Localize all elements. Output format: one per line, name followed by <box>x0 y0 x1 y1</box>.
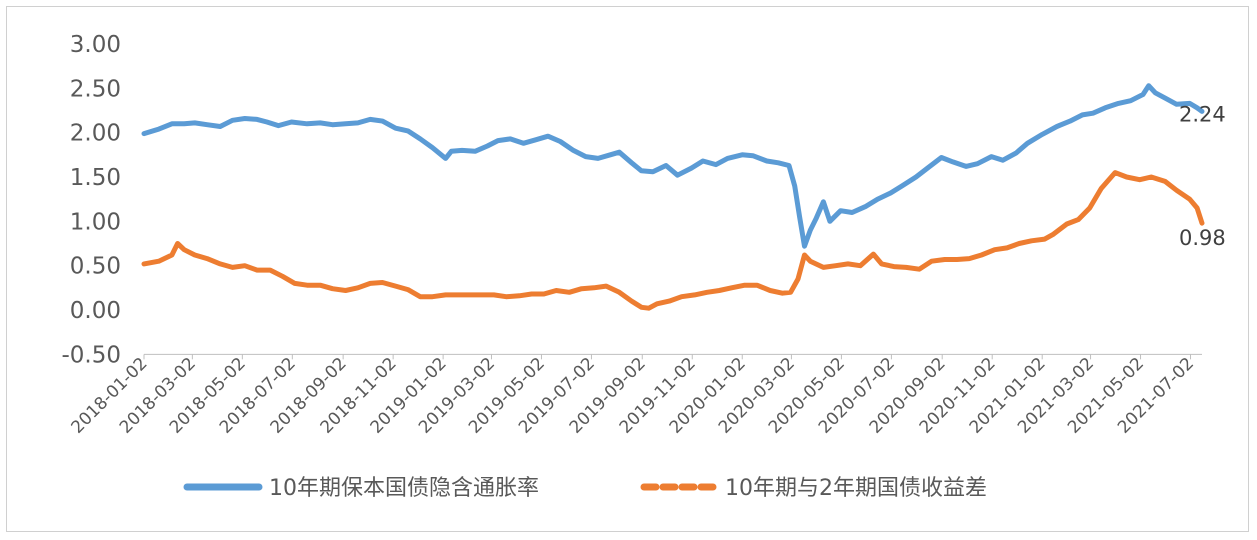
y-tick-label: 0.50 <box>70 254 121 280</box>
y-tick-label: 3.00 <box>70 32 121 58</box>
y-tick-label: 0.00 <box>70 298 121 324</box>
chart-frame: 3.00 2.50 2.00 1.50 1.00 0.50 0.00 -0.50 2018-0… <box>6 6 1249 532</box>
legend-label-inflation: 10年期保本国债隐含通胀率 <box>269 476 539 501</box>
y-tick-label: 1.50 <box>70 165 121 191</box>
series-lines <box>141 83 1205 311</box>
x-axis: 2018-01-022018-03-022018-05-022018-07-02… <box>68 354 1202 438</box>
legend: 10年期保本国债隐含通胀率 10年期与2年期国债收益差 <box>183 476 987 501</box>
y-tick-label: 1.00 <box>70 209 121 235</box>
y-tick-label: 2.00 <box>70 121 121 147</box>
line-chart: 3.00 2.50 2.00 1.50 1.00 0.50 0.00 -0.50 2018-0… <box>61 32 1226 501</box>
y-axis: 3.00 2.50 2.00 1.50 1.00 0.50 0.00 -0.50 <box>61 32 121 368</box>
series-line-inflation <box>141 83 1205 249</box>
y-tick-label: 2.50 <box>70 76 121 102</box>
end-label-spread: 0.98 <box>1179 226 1226 250</box>
series-line-spread <box>141 170 1205 311</box>
legend-label-spread: 10年期与2年期国债收益差 <box>725 476 987 501</box>
y-tick-label: -0.50 <box>61 342 121 368</box>
end-labels: 2.24 0.98 <box>1179 102 1226 250</box>
end-label-inflation: 2.24 <box>1179 102 1226 126</box>
